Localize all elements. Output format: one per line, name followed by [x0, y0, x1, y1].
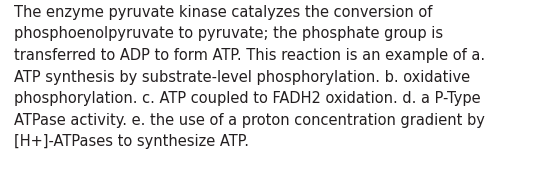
Text: The enzyme pyruvate kinase catalyzes the conversion of
phosphoenolpyruvate to py: The enzyme pyruvate kinase catalyzes the… [14, 5, 485, 149]
